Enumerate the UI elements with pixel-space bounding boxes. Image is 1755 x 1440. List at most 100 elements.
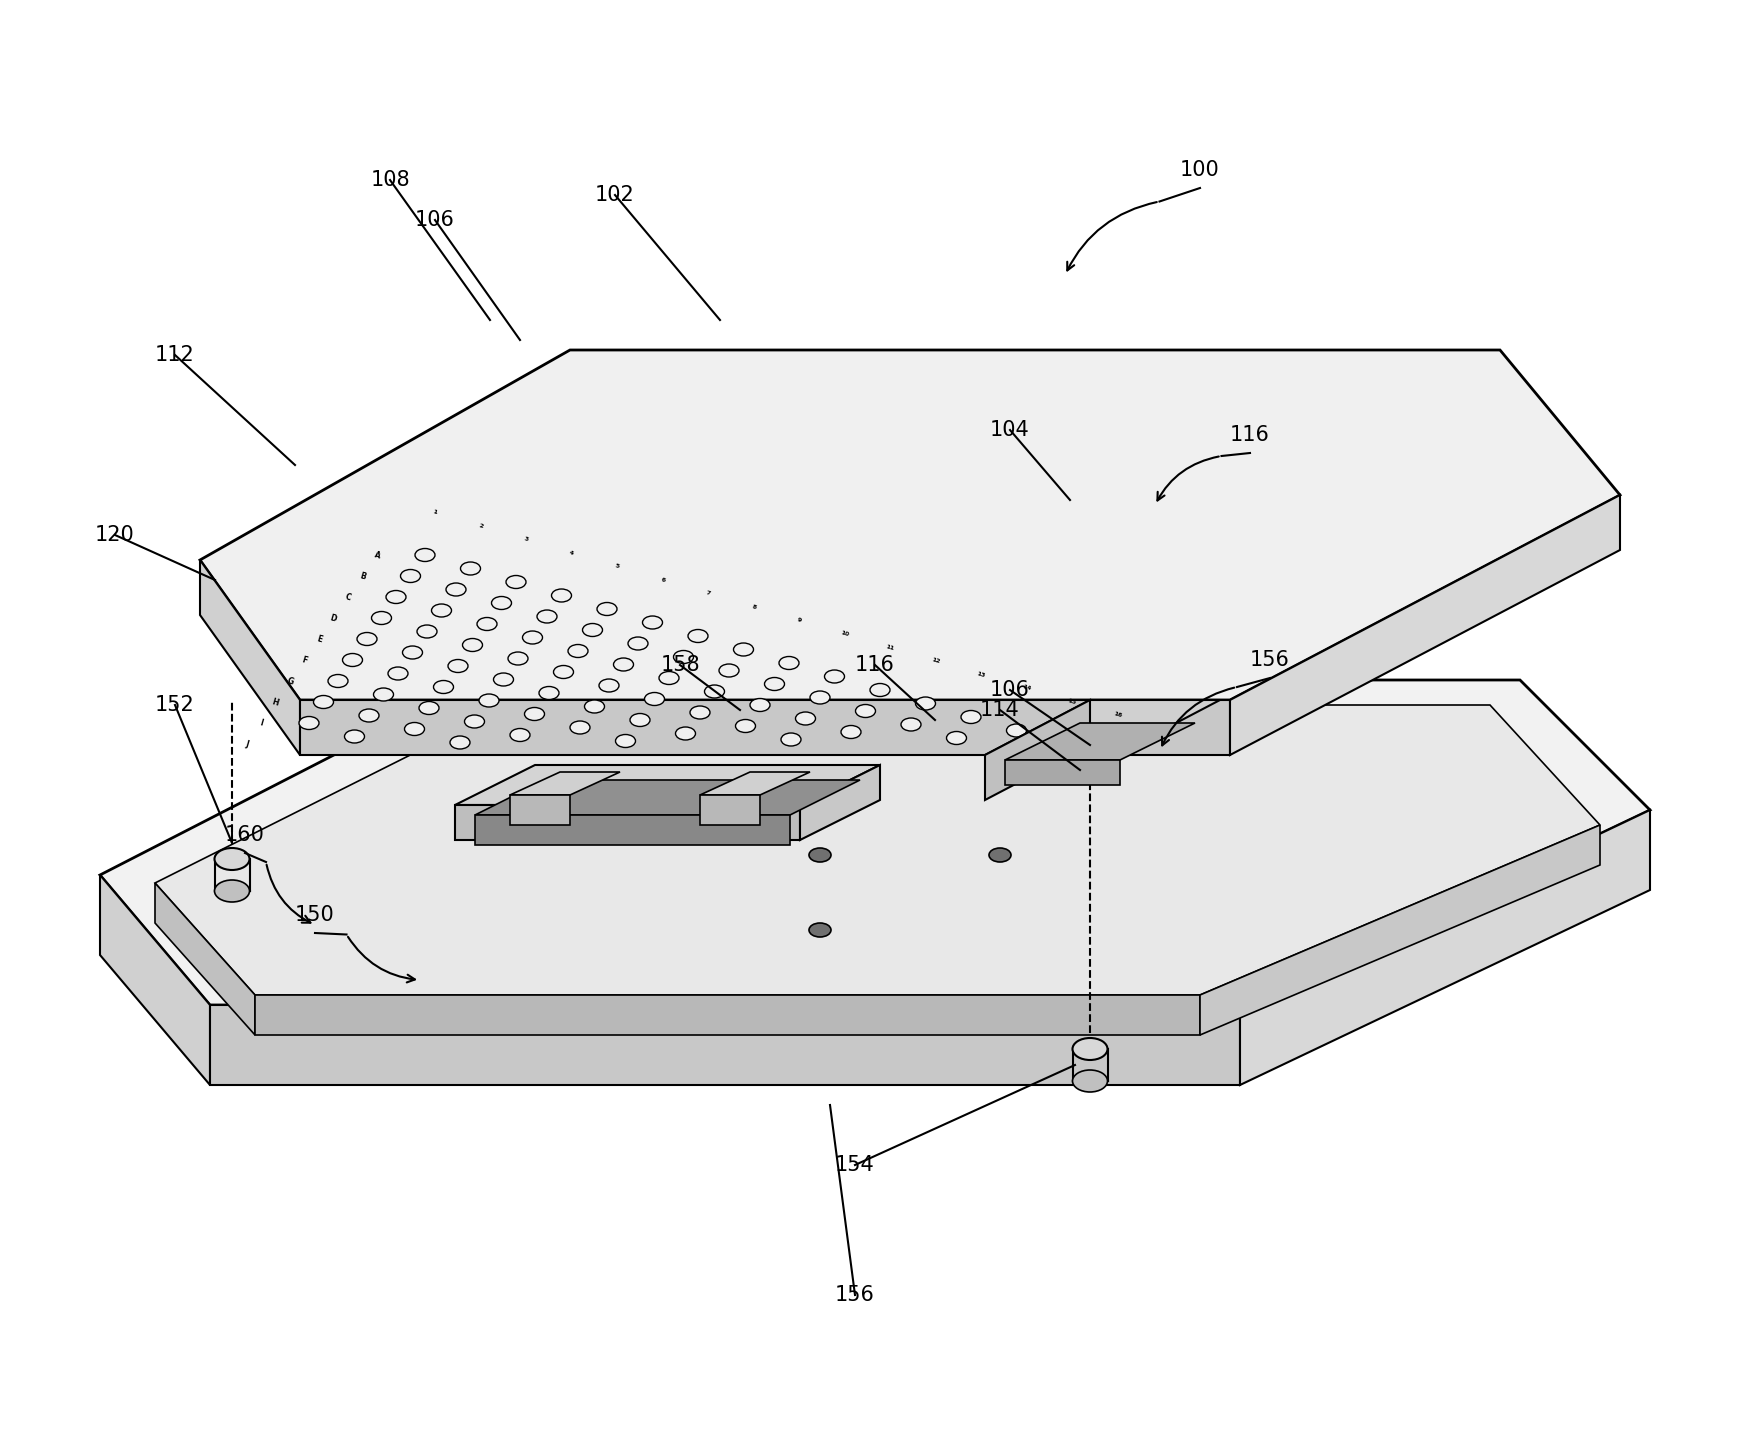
Ellipse shape	[990, 848, 1011, 863]
Ellipse shape	[463, 638, 483, 651]
Text: 11: 11	[885, 644, 895, 651]
Polygon shape	[1200, 825, 1601, 1035]
Ellipse shape	[749, 698, 770, 711]
Polygon shape	[1006, 760, 1120, 785]
Text: 3: 3	[523, 536, 528, 543]
Ellipse shape	[419, 701, 439, 714]
Ellipse shape	[644, 693, 665, 706]
Ellipse shape	[374, 688, 393, 701]
Ellipse shape	[597, 602, 618, 615]
Polygon shape	[985, 700, 1220, 755]
Ellipse shape	[676, 727, 695, 740]
Ellipse shape	[630, 713, 649, 727]
Ellipse shape	[491, 596, 511, 609]
Ellipse shape	[511, 729, 530, 742]
Text: 100: 100	[1179, 160, 1220, 180]
Ellipse shape	[855, 704, 876, 717]
Ellipse shape	[570, 721, 590, 734]
Text: C: C	[344, 592, 353, 602]
Ellipse shape	[870, 684, 890, 697]
Ellipse shape	[569, 645, 588, 658]
Ellipse shape	[900, 719, 921, 732]
Polygon shape	[254, 995, 1200, 1035]
Ellipse shape	[553, 665, 574, 678]
Ellipse shape	[735, 720, 755, 733]
Ellipse shape	[298, 717, 319, 730]
Ellipse shape	[1007, 724, 1027, 737]
Text: 116: 116	[1230, 425, 1271, 445]
Text: 6: 6	[660, 577, 665, 583]
Text: 112: 112	[154, 346, 195, 364]
Ellipse shape	[825, 670, 844, 683]
Ellipse shape	[523, 631, 542, 644]
Polygon shape	[100, 876, 211, 1084]
Ellipse shape	[342, 654, 363, 667]
Text: 14: 14	[1021, 684, 1032, 691]
Ellipse shape	[690, 706, 711, 719]
Ellipse shape	[477, 618, 497, 631]
Text: 104: 104	[990, 420, 1030, 441]
Ellipse shape	[525, 707, 544, 720]
Text: D: D	[330, 613, 337, 624]
Ellipse shape	[658, 671, 679, 684]
Polygon shape	[1230, 495, 1620, 755]
Polygon shape	[511, 772, 620, 795]
Ellipse shape	[616, 734, 635, 747]
Ellipse shape	[388, 667, 407, 680]
Ellipse shape	[214, 880, 249, 901]
Text: 156: 156	[835, 1284, 876, 1305]
Ellipse shape	[1072, 1070, 1107, 1092]
Ellipse shape	[402, 647, 423, 660]
Text: E: E	[316, 634, 323, 644]
Ellipse shape	[446, 583, 467, 596]
Text: 154: 154	[835, 1155, 876, 1175]
Polygon shape	[700, 795, 760, 825]
Ellipse shape	[765, 677, 784, 691]
Polygon shape	[200, 350, 1620, 700]
FancyArrowPatch shape	[1067, 202, 1157, 271]
Text: 15: 15	[1067, 698, 1078, 706]
Ellipse shape	[372, 612, 391, 625]
Ellipse shape	[734, 644, 753, 657]
Ellipse shape	[537, 611, 556, 624]
Ellipse shape	[688, 629, 707, 642]
Ellipse shape	[460, 562, 481, 575]
Ellipse shape	[360, 708, 379, 721]
Text: 106: 106	[416, 210, 455, 230]
Ellipse shape	[795, 711, 816, 724]
Text: I: I	[258, 719, 263, 727]
Polygon shape	[476, 815, 790, 845]
Ellipse shape	[465, 716, 484, 729]
Ellipse shape	[505, 576, 526, 589]
Ellipse shape	[916, 697, 935, 710]
Ellipse shape	[328, 674, 347, 687]
Ellipse shape	[628, 636, 648, 649]
Text: 106: 106	[990, 680, 1030, 700]
Ellipse shape	[811, 691, 830, 704]
Ellipse shape	[583, 624, 602, 636]
Text: A: A	[372, 550, 381, 560]
Text: F: F	[300, 655, 309, 665]
Ellipse shape	[356, 632, 377, 645]
Text: 116: 116	[855, 655, 895, 675]
Ellipse shape	[418, 625, 437, 638]
Text: 114: 114	[979, 700, 1020, 720]
Text: 5: 5	[614, 563, 620, 569]
Text: 152: 152	[154, 696, 195, 716]
Ellipse shape	[400, 569, 421, 583]
Ellipse shape	[990, 773, 1011, 788]
Text: 13: 13	[976, 671, 986, 678]
Text: 7: 7	[706, 590, 711, 596]
Ellipse shape	[704, 685, 725, 698]
Ellipse shape	[479, 694, 498, 707]
Polygon shape	[200, 560, 300, 755]
Polygon shape	[985, 700, 1090, 801]
Text: 10: 10	[841, 631, 849, 638]
Ellipse shape	[314, 696, 333, 708]
Ellipse shape	[551, 589, 572, 602]
Text: 8: 8	[751, 603, 756, 609]
Ellipse shape	[809, 923, 832, 937]
Text: 1: 1	[432, 510, 439, 516]
Text: 158: 158	[660, 655, 700, 675]
Polygon shape	[100, 680, 1650, 1005]
